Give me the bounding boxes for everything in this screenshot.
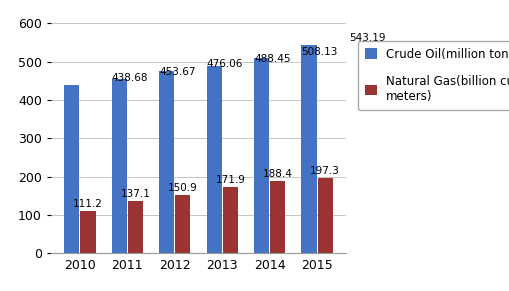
Text: 453.67: 453.67	[159, 68, 195, 77]
Text: 543.19: 543.19	[349, 33, 385, 43]
Text: 150.9: 150.9	[168, 183, 197, 194]
Bar	[301, 45, 317, 253]
Bar	[64, 85, 79, 253]
Bar	[112, 79, 127, 253]
Bar	[175, 195, 190, 253]
Text: 476.06: 476.06	[207, 59, 243, 69]
Text: 188.4: 188.4	[263, 169, 293, 179]
Text: 488.45: 488.45	[254, 54, 291, 64]
Bar	[207, 66, 222, 253]
Text: 171.9: 171.9	[215, 175, 245, 185]
Bar	[223, 187, 238, 253]
Bar	[80, 211, 96, 253]
Text: 438.68: 438.68	[112, 73, 148, 83]
Legend: Crude Oil(million ton), Natural Gas(billion cubic
meters): Crude Oil(million ton), Natural Gas(bill…	[358, 41, 509, 110]
Bar	[254, 58, 269, 253]
Text: 508.13: 508.13	[301, 47, 338, 56]
Bar	[270, 181, 285, 253]
Bar	[318, 178, 333, 253]
Bar	[159, 71, 174, 253]
Bar	[128, 200, 143, 253]
Text: 137.1: 137.1	[121, 189, 150, 199]
Text: 197.3: 197.3	[310, 166, 340, 176]
Text: 111.2: 111.2	[73, 199, 103, 209]
